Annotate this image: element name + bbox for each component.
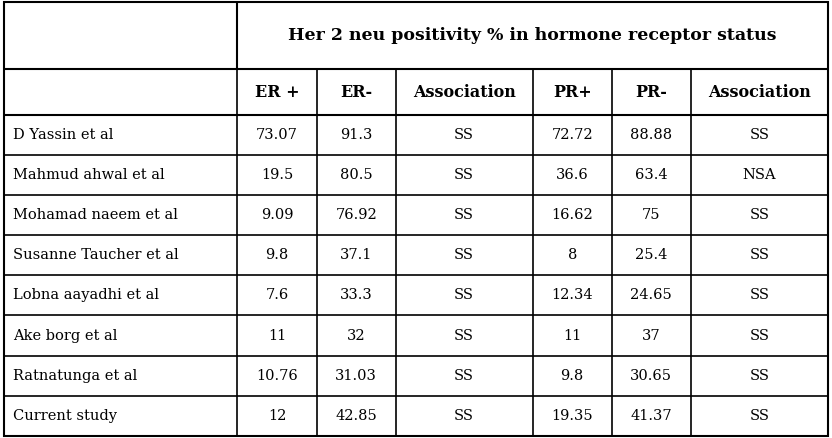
Text: 9.09: 9.09 (260, 208, 293, 222)
Text: 24.65: 24.65 (631, 289, 672, 302)
Text: ER +: ER + (255, 84, 300, 101)
Text: 9.8: 9.8 (561, 369, 584, 383)
Text: Mahmud ahwal et al: Mahmud ahwal et al (13, 168, 165, 182)
Text: 33.3: 33.3 (339, 289, 373, 302)
Text: SS: SS (750, 369, 770, 383)
Text: Ake borg et al: Ake borg et al (13, 328, 118, 343)
Text: PR-: PR- (636, 84, 667, 101)
Text: 75: 75 (642, 208, 661, 222)
Text: 37.1: 37.1 (340, 248, 373, 262)
Text: 8: 8 (567, 248, 577, 262)
Text: 63.4: 63.4 (635, 168, 667, 182)
Text: SS: SS (454, 128, 474, 142)
Text: Association: Association (708, 84, 811, 101)
Text: SS: SS (750, 328, 770, 343)
Text: 88.88: 88.88 (631, 128, 672, 142)
Text: SS: SS (454, 369, 474, 383)
Text: 25.4: 25.4 (635, 248, 667, 262)
Text: SS: SS (750, 289, 770, 302)
Text: Mohamad naeem et al: Mohamad naeem et al (13, 208, 178, 222)
Text: 80.5: 80.5 (339, 168, 373, 182)
Text: 19.5: 19.5 (261, 168, 293, 182)
Text: SS: SS (454, 248, 474, 262)
Text: 32: 32 (347, 328, 365, 343)
Text: Susanne Taucher et al: Susanne Taucher et al (13, 248, 179, 262)
Text: 7.6: 7.6 (265, 289, 289, 302)
Text: SS: SS (750, 208, 770, 222)
Text: NSA: NSA (742, 168, 776, 182)
Text: Association: Association (413, 84, 516, 101)
Text: Current study: Current study (13, 409, 117, 423)
Text: 11: 11 (268, 328, 286, 343)
Text: SS: SS (750, 128, 770, 142)
Text: 12.34: 12.34 (552, 289, 593, 302)
Text: 10.76: 10.76 (256, 369, 298, 383)
Text: 37: 37 (642, 328, 661, 343)
Text: SS: SS (454, 289, 474, 302)
Text: 12: 12 (268, 409, 286, 423)
Text: SS: SS (750, 409, 770, 423)
Text: 41.37: 41.37 (631, 409, 672, 423)
Text: Ratnatunga et al: Ratnatunga et al (13, 369, 138, 383)
Text: 30.65: 30.65 (631, 369, 672, 383)
Text: SS: SS (750, 248, 770, 262)
Text: SS: SS (454, 208, 474, 222)
Text: 42.85: 42.85 (335, 409, 377, 423)
Text: 31.03: 31.03 (335, 369, 377, 383)
Text: 9.8: 9.8 (265, 248, 289, 262)
Text: PR+: PR+ (552, 84, 592, 101)
Text: Lobna aayadhi et al: Lobna aayadhi et al (13, 289, 160, 302)
Text: 91.3: 91.3 (340, 128, 373, 142)
Text: D Yassin et al: D Yassin et al (13, 128, 114, 142)
Text: 19.35: 19.35 (552, 409, 593, 423)
Text: 72.72: 72.72 (552, 128, 593, 142)
Text: ER-: ER- (340, 84, 372, 101)
Text: Her 2 neu positivity % in hormone receptor status: Her 2 neu positivity % in hormone recept… (289, 27, 777, 44)
Text: 11: 11 (563, 328, 582, 343)
Text: SS: SS (454, 409, 474, 423)
Text: 73.07: 73.07 (256, 128, 298, 142)
Text: 36.6: 36.6 (556, 168, 588, 182)
Text: SS: SS (454, 328, 474, 343)
Text: 16.62: 16.62 (552, 208, 593, 222)
Text: 76.92: 76.92 (335, 208, 377, 222)
Text: SS: SS (454, 168, 474, 182)
